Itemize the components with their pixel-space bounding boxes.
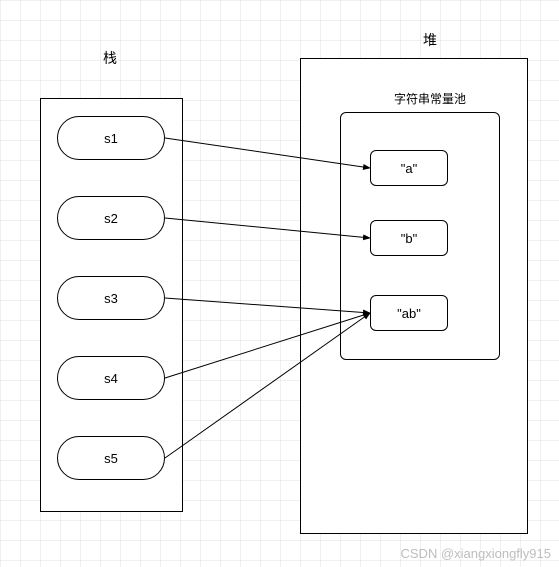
pool-cell-label: "a" xyxy=(401,161,417,176)
pool-cell-label: "b" xyxy=(401,231,417,246)
stack-node-s3: s3 xyxy=(57,276,165,320)
heap-title: 堆 xyxy=(400,30,460,50)
pool-cell-a: "a" xyxy=(370,150,448,186)
stack-title: 栈 xyxy=(80,48,140,68)
stack-node-s1: s1 xyxy=(57,116,165,160)
string-pool-title: 字符串常量池 xyxy=(370,90,490,107)
stack-node-label: s3 xyxy=(104,291,118,306)
pool-cell-b: "b" xyxy=(370,220,448,256)
pool-cell-ab: "ab" xyxy=(370,295,448,331)
stack-node-label: s4 xyxy=(104,371,118,386)
stack-node-label: s5 xyxy=(104,451,118,466)
watermark: CSDN @xiangxiongfly915 xyxy=(401,546,552,561)
stack-node-s4: s4 xyxy=(57,356,165,400)
stack-node-label: s2 xyxy=(104,211,118,226)
stack-node-s2: s2 xyxy=(57,196,165,240)
stack-node-s5: s5 xyxy=(57,436,165,480)
stack-node-label: s1 xyxy=(104,131,118,146)
pool-cell-label: "ab" xyxy=(397,306,421,321)
diagram-canvas: 栈 堆 字符串常量池 CSDN @xiangxiongfly915 s1 s2 s3… xyxy=(0,0,559,567)
